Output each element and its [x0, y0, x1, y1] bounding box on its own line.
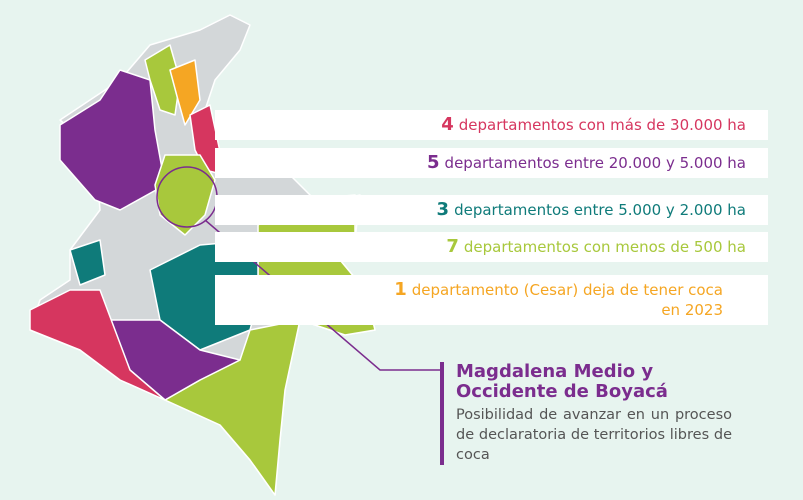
- legend-item: 5 departamentos entre 20.000 y 5.000 ha: [215, 148, 768, 178]
- region: [59, 69, 166, 211]
- legend-text-wrap: 1 departamento (Cesar) deja de tener coca…: [393, 280, 723, 320]
- legend-count: 7: [446, 236, 459, 257]
- region: [164, 319, 301, 496]
- legend-text-wrap: 3 departamentos entre 5.000 y 2.000 ha: [436, 199, 746, 220]
- region: [144, 44, 181, 116]
- legend-text: departamento (Cesar) deja de tener coca …: [411, 281, 723, 319]
- legend-text-wrap: 5 departamentos entre 20.000 y 5.000 ha: [427, 152, 746, 173]
- legend-count: 1: [394, 279, 407, 300]
- legend-item: 1 departamento (Cesar) deja de tener coca…: [215, 275, 768, 325]
- legend-text: departamentos entre 5.000 y 2.000 ha: [454, 201, 746, 219]
- legend-count: 5: [427, 152, 440, 173]
- legend-text: departamentos entre 20.000 y 5.000 ha: [444, 154, 746, 172]
- region: [29, 289, 166, 401]
- callout-title: Magdalena Medio y Occidente de Boyacá: [456, 361, 668, 402]
- legend-count: 4: [441, 114, 454, 135]
- region: [69, 239, 106, 286]
- legend-item: 4 departamentos con más de 30.000 ha: [215, 110, 768, 140]
- callout: Magdalena Medio y Occidente de Boyacá Po…: [440, 362, 740, 465]
- callout-body: Posibilidad de avanzar en un proceso de …: [456, 407, 732, 463]
- legend-text-wrap: 7 departamentos con menos de 500 ha: [446, 236, 746, 257]
- legend-item: 3 departamentos entre 5.000 y 2.000 ha: [215, 195, 768, 225]
- legend-text: departamentos con más de 30.000 ha: [458, 116, 746, 134]
- callout-line: [204, 219, 440, 371]
- legend-item: 7 departamentos con menos de 500 ha: [215, 232, 768, 262]
- legend-text-wrap: 4 departamentos con más de 30.000 ha: [441, 114, 746, 135]
- region: [154, 154, 216, 236]
- legend-count: 3: [436, 199, 450, 220]
- legend-text: departamentos con menos de 500 ha: [463, 238, 746, 256]
- region: [169, 59, 201, 126]
